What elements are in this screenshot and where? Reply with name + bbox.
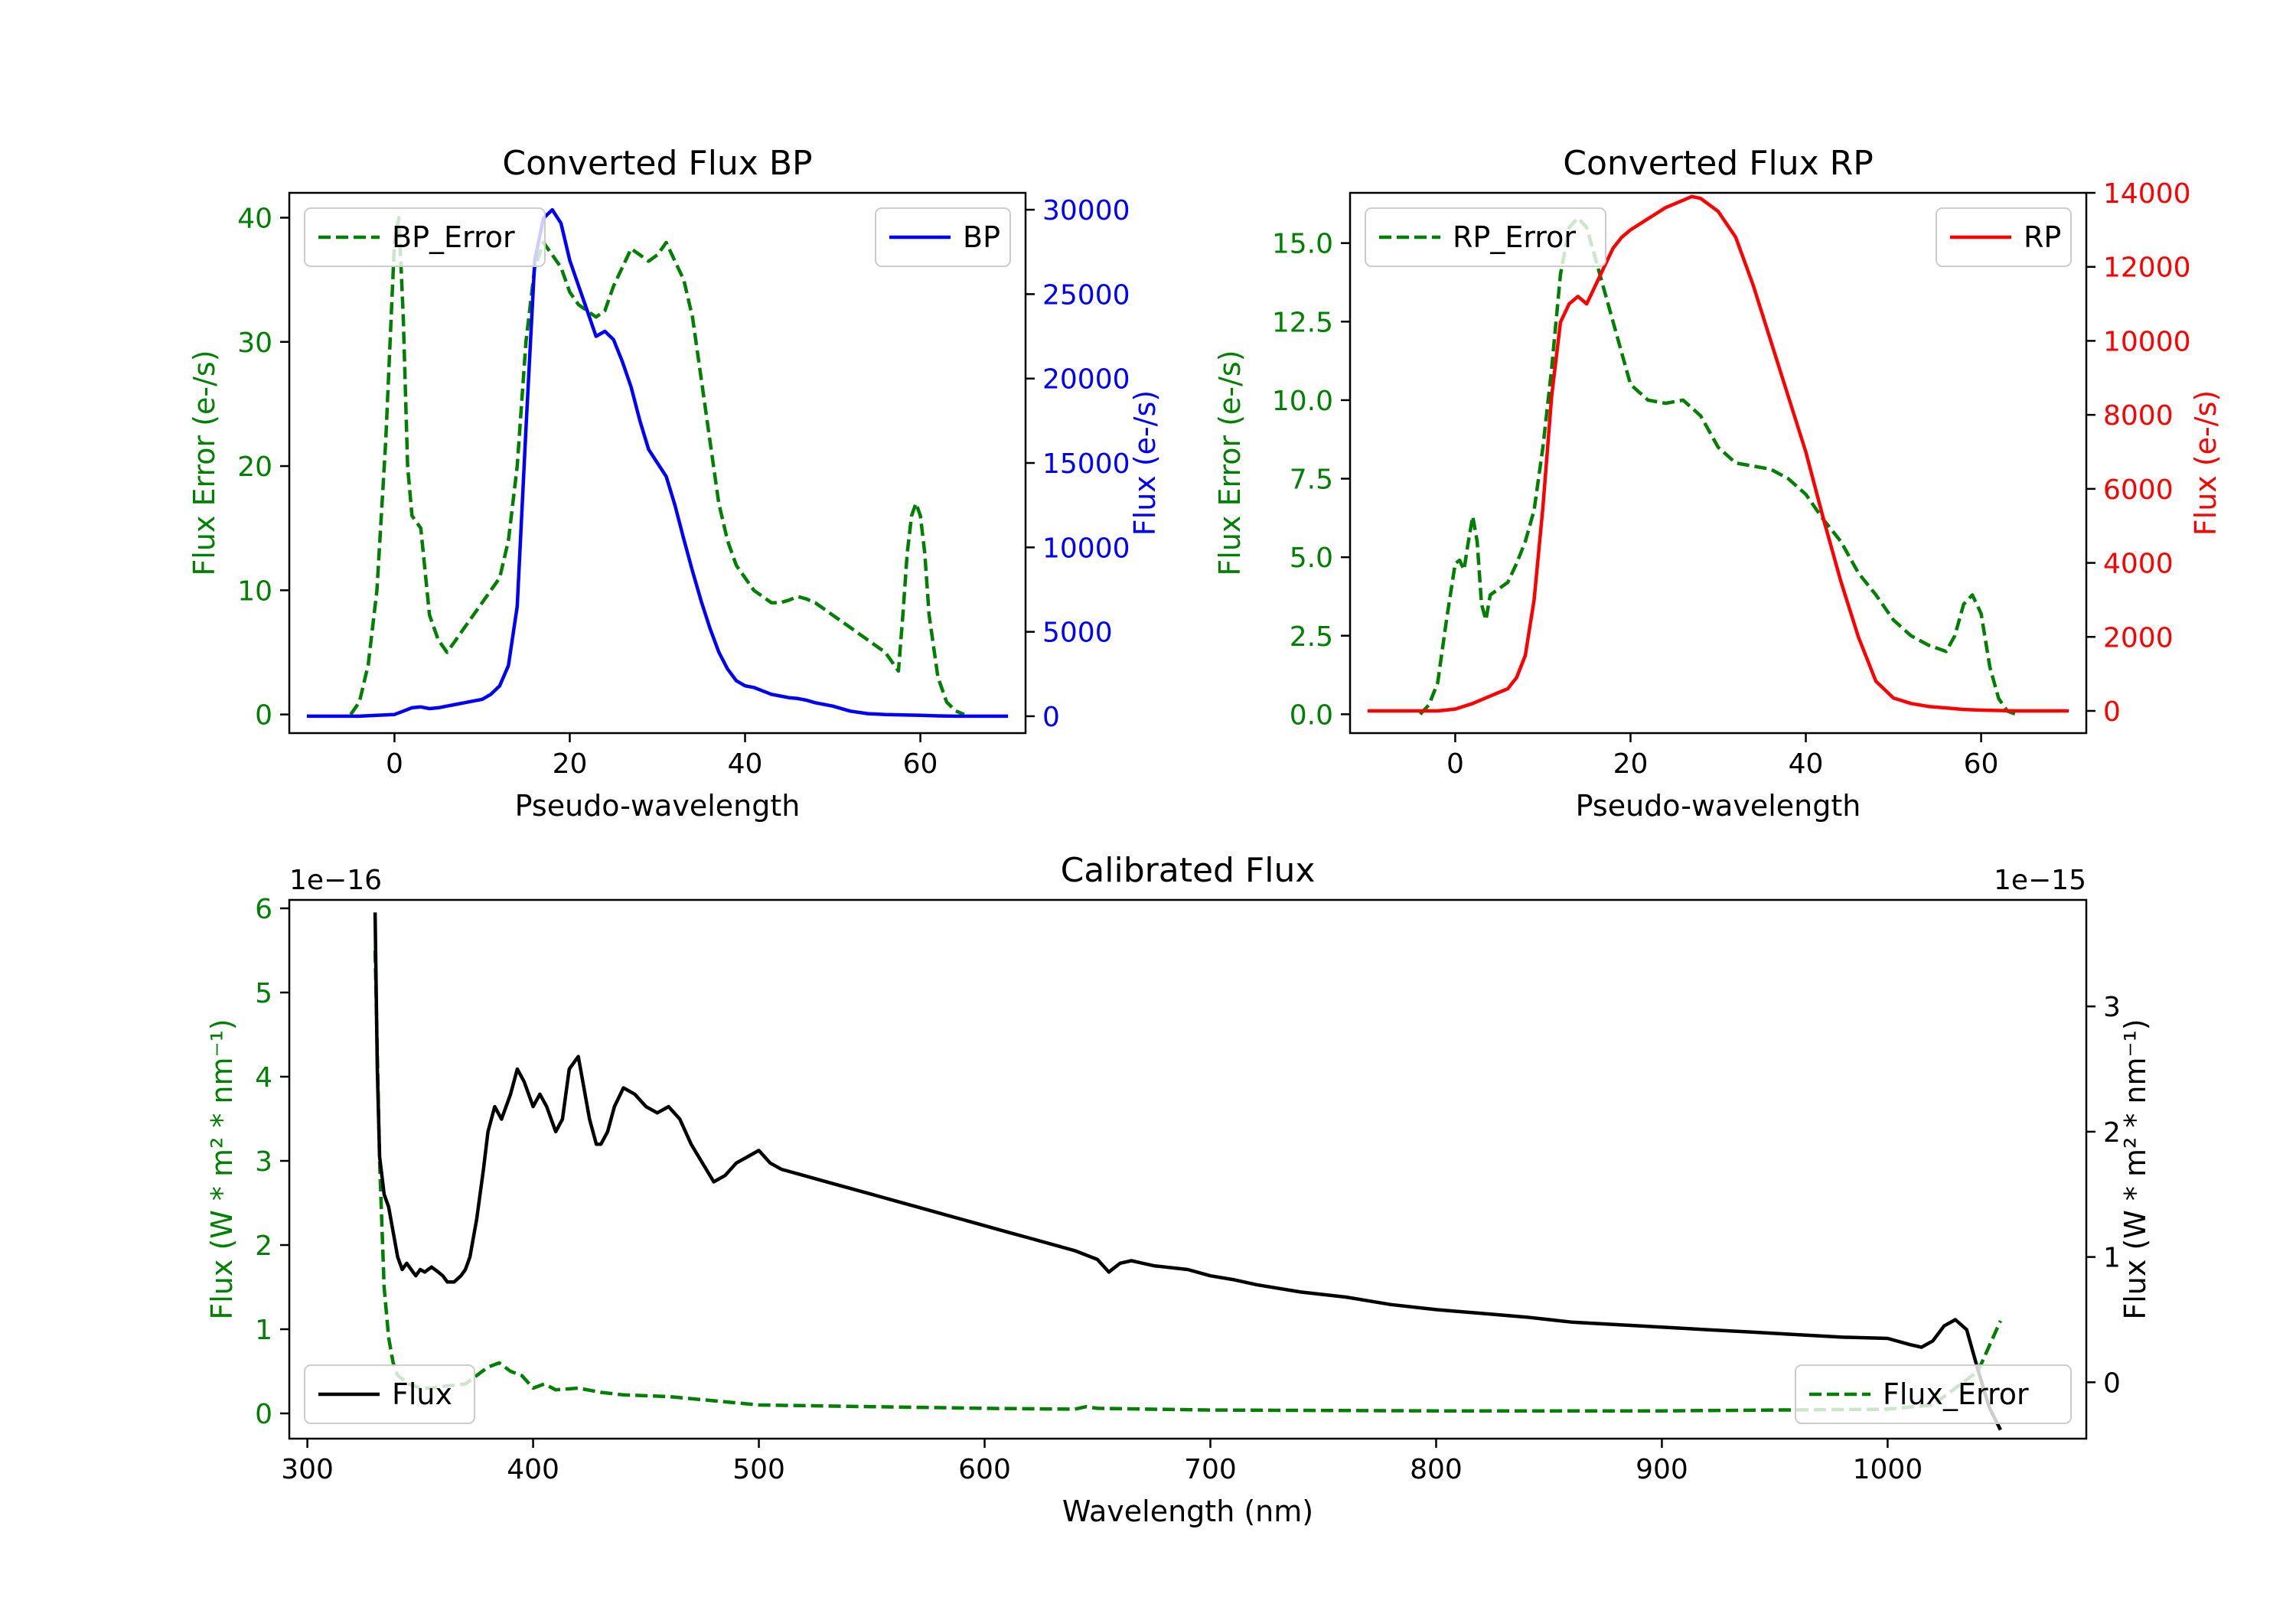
cal-x-tick-label: 800 <box>1410 1454 1463 1485</box>
rp-left-y-tick-label: 15.0 <box>1272 229 1333 260</box>
bp-right-y-tick-label: 30000 <box>1042 195 1130 227</box>
rp-title: Converted Flux RP <box>1563 144 1874 183</box>
cal-left-y-tick-label: 3 <box>255 1146 272 1178</box>
cal-legend-box <box>1795 1364 2072 1424</box>
rp-legend-box <box>1365 207 1606 267</box>
cal-legend: Flux <box>304 1364 475 1424</box>
rp-x-tick-label: 60 <box>1964 748 1999 780</box>
bp-legend-box <box>304 207 546 267</box>
cal-left-offset-text: 1e−16 <box>289 865 382 896</box>
bp-right-y-tick-label: 10000 <box>1042 533 1130 564</box>
cal-right-y-tick-label: 0 <box>2103 1367 2121 1399</box>
cal-left-y-tick-label: 0 <box>255 1399 272 1430</box>
bp-title: Converted Flux BP <box>502 144 812 183</box>
bp-x-axis-label: Pseudo-wavelength <box>515 789 801 823</box>
bp-right-y-tick-label: 15000 <box>1042 448 1130 480</box>
series-line-rp-error <box>1418 216 2017 716</box>
bp-x-tick-label: 40 <box>728 748 763 780</box>
rp-plot-area <box>1367 194 2069 716</box>
cal-legend-label: Flux_Error <box>1883 1377 2029 1411</box>
rp-left-y-tick-label: 2.5 <box>1290 621 1333 653</box>
rp-left-y-tick-label: 0.0 <box>1290 699 1333 731</box>
rp-legend-label: RP_Error <box>1453 220 1576 254</box>
cal-legend-label: Flux <box>392 1377 452 1411</box>
bp-legend-label: BP_Error <box>392 220 515 254</box>
rp-x-tick-label: 20 <box>1613 748 1649 780</box>
bp-right-y-tick-label: 25000 <box>1042 279 1130 311</box>
bp-right-y-tick-label: 20000 <box>1042 364 1130 396</box>
bp-legend: BP <box>875 207 1011 267</box>
cal-x-tick-label: 900 <box>1636 1454 1688 1485</box>
bp-left-y-tick-label: 40 <box>237 203 272 234</box>
series-line-bp <box>306 207 1009 719</box>
series-line-flux-error <box>373 950 2002 1413</box>
cal-right-offset-text: 1e−15 <box>1994 865 2086 896</box>
bp-x-tick-label: 0 <box>386 748 403 780</box>
cal-right-y-axis-label: Flux (W * m² * nm⁻¹) <box>2118 1019 2152 1319</box>
rp-legend-label: RP <box>2024 220 2061 254</box>
rp-left-y-tick-label: 12.5 <box>1272 307 1333 338</box>
cal-legend-box <box>304 1364 475 1424</box>
rp-right-y-tick-label: 14000 <box>2103 178 2191 210</box>
bp-left-y-tick-label: 0 <box>255 700 272 732</box>
cal-right-y-tick-label: 1 <box>2103 1243 2121 1274</box>
bp-left-y-tick-label: 20 <box>237 451 272 483</box>
cal-title: Calibrated Flux <box>1061 851 1316 890</box>
cal-x-tick-label: 1000 <box>1853 1454 1923 1485</box>
bp-chart: Converted Flux BP 0 20 40 60 Pseudo-wavelengt… <box>188 144 1162 823</box>
rp-left-y-tick-label: 10.0 <box>1272 386 1333 417</box>
bp-left-y-axis-label: Flux Error (e-/s) <box>188 350 221 575</box>
bp-legend: BP_Error <box>304 207 546 267</box>
cal-right-y-tick-label: 2 <box>2103 1117 2121 1149</box>
cal-left-y-tick-label: 5 <box>255 978 272 1009</box>
bp-left-y-tick-label: 30 <box>237 328 272 359</box>
bp-right-y-axis-label: Flux (e-/s) <box>1128 390 1162 536</box>
rp-left-y-axis-label: Flux Error (e-/s) <box>1213 350 1247 575</box>
cal-left-y-axis-label: Flux (W * m² * nm⁻¹) <box>205 1019 239 1319</box>
series-line-flux <box>373 912 2002 1431</box>
cal-axes-frame <box>288 898 2088 1440</box>
cal-x-axis-label: Wavelength (nm) <box>1062 1495 1313 1528</box>
rp-legend: RP_Error <box>1365 207 1606 267</box>
series-line-rp <box>1367 194 2069 713</box>
cal-left-y-tick-label: 6 <box>255 894 272 925</box>
rp-right-y-tick-label: 6000 <box>2103 474 2174 506</box>
rp-legend: RP <box>1936 207 2072 267</box>
cal-x-tick-label: 400 <box>507 1454 559 1485</box>
cal-x-tick-label: 300 <box>281 1454 334 1485</box>
rp-axes-frame <box>1349 191 2088 735</box>
bp-left-y-tick-label: 10 <box>237 575 272 607</box>
bp-x-tick-label: 20 <box>553 748 588 780</box>
rp-x-axis-label: Pseudo-wavelength <box>1576 789 1861 823</box>
rp-right-y-tick-label: 0 <box>2103 696 2121 728</box>
series-line-bp-error <box>349 216 965 716</box>
cal-x-tick-label: 600 <box>958 1454 1011 1485</box>
rp-x-tick-label: 40 <box>1789 748 1824 780</box>
cal-left-y-tick-label: 1 <box>255 1315 272 1346</box>
cal-plot-area <box>373 912 2002 1431</box>
rp-right-y-tick-label: 2000 <box>2103 622 2174 654</box>
rp-right-y-tick-label: 4000 <box>2103 549 2174 580</box>
cal-x-tick-label: 500 <box>732 1454 785 1485</box>
bp-right-y-tick-label: 5000 <box>1042 618 1113 649</box>
rp-left-y-tick-label: 5.0 <box>1290 543 1333 574</box>
rp-chart: Converted Flux RP 0 20 40 60 Pseudo-wavelengt… <box>1213 144 2223 823</box>
bp-plot-area <box>306 207 1009 719</box>
bp-legend-label: BP <box>963 220 1000 254</box>
rp-right-y-tick-label: 8000 <box>2103 400 2174 432</box>
cal-x-tick-label: 700 <box>1184 1454 1237 1485</box>
rp-right-y-tick-label: 10000 <box>2103 326 2191 357</box>
cal-legend: Flux_Error <box>1795 1364 2072 1424</box>
cal-left-y-tick-label: 4 <box>255 1062 272 1094</box>
bp-x-tick-label: 60 <box>903 748 938 780</box>
bp-right-y-tick-label: 0 <box>1042 702 1060 733</box>
rp-x-tick-label: 0 <box>1446 748 1464 780</box>
cal-left-y-tick-label: 2 <box>255 1231 272 1262</box>
rp-left-y-tick-label: 7.5 <box>1290 464 1333 496</box>
cal-right-y-tick-label: 3 <box>2103 992 2121 1023</box>
rp-right-y-axis-label: Flux (e-/s) <box>2189 390 2223 536</box>
rp-right-y-tick-label: 12000 <box>2103 253 2191 284</box>
